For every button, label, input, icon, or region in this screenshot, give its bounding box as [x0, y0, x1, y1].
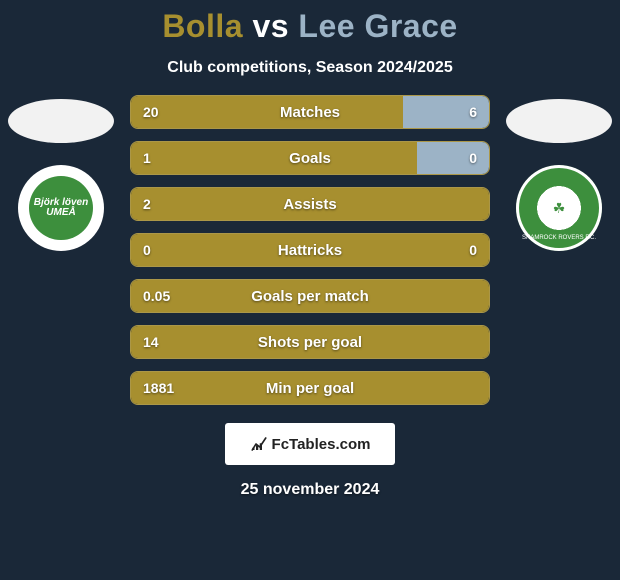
shamrock-icon: ☘: [545, 194, 573, 222]
stat-bar: 1881Min per goal: [130, 371, 490, 405]
stat-bar: 206Matches: [130, 95, 490, 129]
club-badge-left: Björk löven UMEÅ: [18, 165, 104, 251]
chart-icon: [250, 435, 268, 453]
title-player1: Bolla: [162, 8, 243, 44]
page-title: Bolla vs Lee Grace: [0, 0, 620, 45]
stat-label: Goals per match: [131, 280, 489, 312]
flag-right: [506, 99, 612, 143]
stat-label: Goals: [131, 142, 489, 174]
stat-label: Matches: [131, 96, 489, 128]
stat-label: Shots per goal: [131, 326, 489, 358]
stat-bars: 206Matches 10Goals 2Assists 00Hattricks 0.05…: [130, 95, 490, 405]
subtitle: Club competitions, Season 2024/2025: [0, 59, 620, 77]
title-vs: vs: [252, 8, 289, 44]
stat-label: Assists: [131, 188, 489, 220]
club-badge-left-label: Björk löven UMEÅ: [29, 176, 93, 240]
club-badge-right: ☘ SHAMROCK ROVERS F.C.: [516, 165, 602, 251]
date-label: 25 november 2024: [0, 481, 620, 499]
brand-badge[interactable]: FcTables.com: [225, 423, 395, 465]
stat-label: Min per goal: [131, 372, 489, 404]
stat-bar: 00Hattricks: [130, 233, 490, 267]
flag-left: [8, 99, 114, 143]
stat-bar: 2Assists: [130, 187, 490, 221]
stat-bar: 14Shots per goal: [130, 325, 490, 359]
brand-label: FcTables.com: [272, 436, 371, 453]
comparison-panel: Björk löven UMEÅ ☘ SHAMROCK ROVERS F.C. …: [0, 95, 620, 405]
title-player2: Lee Grace: [298, 8, 457, 44]
stat-bar: 0.05Goals per match: [130, 279, 490, 313]
club-badge-right-label: SHAMROCK ROVERS F.C.: [522, 235, 596, 241]
stat-bar: 10Goals: [130, 141, 490, 175]
stat-label: Hattricks: [131, 234, 489, 266]
